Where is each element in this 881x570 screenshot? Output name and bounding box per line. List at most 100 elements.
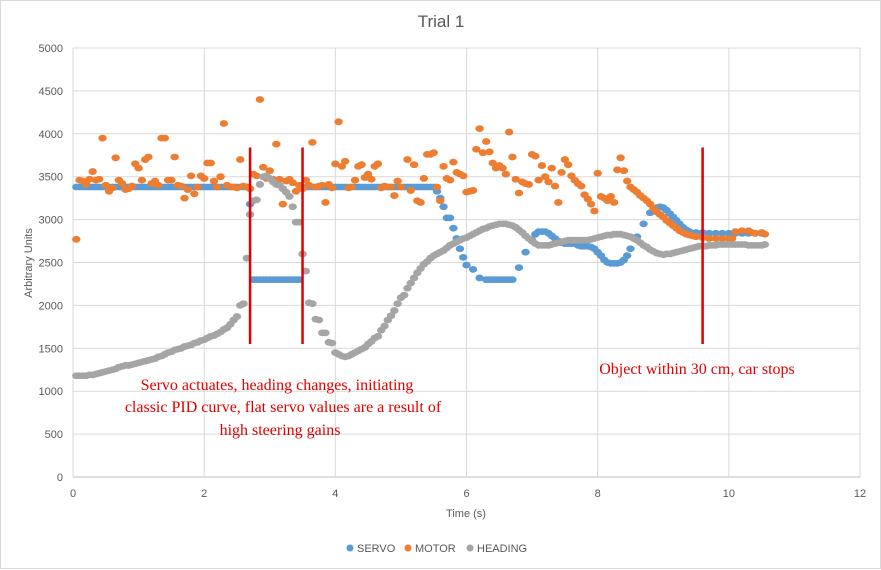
point-motor: [334, 118, 343, 126]
annotation-left-line-3: high steering gains: [220, 422, 341, 439]
point-motor: [357, 161, 366, 169]
y-tick-label: 1000: [39, 386, 63, 398]
point-heading: [321, 329, 330, 337]
annotation-markers: [248, 147, 704, 345]
point-motor: [127, 182, 137, 190]
point-motor: [406, 187, 415, 194]
series-heading: [72, 172, 770, 380]
series-motor: [72, 96, 770, 243]
point-heading: [760, 241, 770, 248]
point-motor: [557, 169, 566, 176]
point-motor: [560, 156, 570, 163]
y-tick-label: 4500: [39, 86, 63, 98]
legend-marker-motor: [404, 544, 412, 552]
y-tick-label: 3500: [39, 172, 63, 184]
point-motor: [445, 176, 455, 184]
point-motor: [95, 175, 104, 183]
x-axis-title: Time (s): [446, 508, 486, 520]
point-motor: [321, 199, 330, 206]
point-motor: [275, 175, 284, 183]
point-servo: [468, 265, 478, 273]
point-motor: [177, 182, 186, 190]
x-axis-ticks: 0 2 4 6 8 10 12: [70, 488, 866, 500]
point-motor: [416, 199, 425, 206]
point-motor: [485, 148, 494, 156]
point-servo: [449, 224, 458, 232]
point-servo: [462, 261, 471, 269]
point-motor: [219, 120, 229, 127]
point-motor: [586, 200, 596, 208]
point-motor: [731, 228, 740, 236]
point-motor: [531, 152, 540, 160]
point-servo: [622, 252, 632, 260]
point-motor: [439, 163, 448, 170]
x-tick-label: 2: [201, 488, 207, 500]
point-motor: [331, 160, 340, 168]
point-motor: [613, 166, 622, 174]
point-motor: [622, 177, 632, 185]
point-motor: [727, 235, 737, 242]
point-motor: [255, 96, 265, 103]
point-servo: [521, 248, 530, 256]
point-motor: [209, 177, 219, 185]
x-tick-label: 6: [463, 488, 469, 500]
point-motor: [291, 187, 301, 195]
point-heading: [327, 339, 337, 347]
x-tick-label: 8: [595, 488, 601, 500]
point-motor: [180, 194, 189, 202]
legend-item-servo: SERVO: [346, 543, 396, 555]
point-motor: [481, 138, 491, 145]
legend-item-heading: HEADING: [466, 543, 527, 555]
point-motor: [340, 157, 350, 165]
point-motor: [616, 154, 625, 162]
point-motor: [213, 183, 222, 191]
point-motor: [534, 176, 543, 184]
point-motor: [98, 134, 107, 142]
point-servo: [639, 220, 648, 228]
point-motor: [278, 200, 288, 208]
point-motor: [170, 153, 179, 161]
point-motor: [193, 183, 202, 191]
point-motor: [318, 181, 327, 189]
point-motor: [396, 183, 406, 191]
point-heading: [255, 181, 265, 188]
legend-marker-heading: [466, 544, 474, 552]
point-motor: [550, 182, 560, 190]
point-motor: [478, 149, 488, 157]
point-motor: [508, 153, 517, 161]
chart-title: Trial 1: [418, 12, 465, 31]
point-motor: [308, 138, 317, 146]
point-heading: [403, 284, 412, 292]
point-motor: [265, 167, 274, 175]
point-motor: [590, 207, 599, 215]
point-motor: [459, 172, 468, 180]
y-axis-title: Arbitrary Units: [23, 228, 35, 298]
point-motor: [186, 172, 196, 180]
point-servo: [718, 229, 727, 237]
point-motor: [432, 183, 442, 191]
annotation-left-line-2: classic PID curve, flat servo values are…: [125, 399, 442, 416]
point-motor: [511, 175, 520, 183]
point-motor: [577, 182, 586, 190]
point-heading: [409, 274, 419, 282]
annotation-left-line-1: Servo actuates, heading changes, initiat…: [141, 377, 414, 394]
point-motor: [288, 179, 297, 187]
point-servo: [459, 253, 468, 261]
point-motor: [111, 154, 120, 162]
legend-label-servo: SERVO: [357, 543, 396, 555]
point-servo: [445, 214, 455, 222]
point-motor: [704, 235, 714, 242]
point-servo: [711, 229, 720, 237]
point-motor: [252, 172, 261, 180]
point-servo: [724, 229, 734, 237]
y-tick-label: 1500: [39, 343, 63, 355]
point-motor: [117, 180, 127, 187]
point-motor: [216, 173, 225, 181]
y-axis-ticks: 0 500 1000 1500 2000 2500 3000 3500 4000 4500 5000: [39, 43, 63, 484]
y-tick-label: 2000: [39, 300, 63, 312]
point-heading: [373, 332, 383, 340]
point-motor: [563, 161, 573, 169]
point-servo: [508, 276, 517, 284]
point-motor: [436, 197, 445, 205]
